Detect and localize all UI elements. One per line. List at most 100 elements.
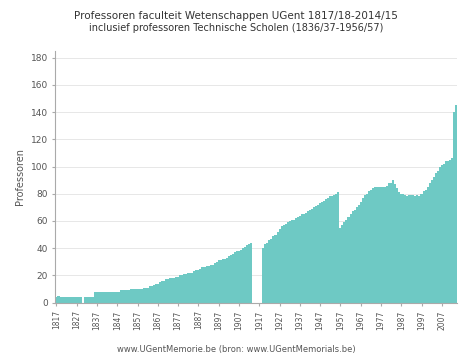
Bar xyxy=(408,195,410,303)
Bar xyxy=(376,187,378,303)
Bar xyxy=(289,221,291,303)
Bar xyxy=(283,225,285,303)
Bar xyxy=(447,161,449,303)
Bar xyxy=(321,202,323,303)
Bar xyxy=(449,160,451,303)
Bar xyxy=(275,234,277,303)
Bar xyxy=(238,251,240,303)
Bar xyxy=(145,288,147,303)
Bar xyxy=(220,260,222,303)
Bar xyxy=(122,290,125,303)
Bar xyxy=(398,192,400,303)
Bar xyxy=(143,288,145,303)
Bar xyxy=(453,112,455,303)
Bar xyxy=(354,210,355,303)
Bar xyxy=(309,210,311,303)
Bar xyxy=(55,297,58,303)
Bar xyxy=(171,278,173,303)
Bar xyxy=(337,192,339,303)
Bar xyxy=(429,183,430,303)
Bar xyxy=(214,263,216,303)
Bar xyxy=(118,292,120,303)
Bar xyxy=(135,289,136,303)
Bar xyxy=(293,220,295,303)
Bar xyxy=(155,284,157,303)
Bar xyxy=(197,270,200,303)
Bar xyxy=(435,173,437,303)
Bar xyxy=(208,266,210,303)
Bar xyxy=(270,239,272,303)
Bar xyxy=(114,292,116,303)
Bar xyxy=(195,270,197,303)
Bar xyxy=(264,244,266,303)
Bar xyxy=(355,208,358,303)
Bar xyxy=(352,211,354,303)
Bar xyxy=(104,292,106,303)
Bar xyxy=(165,280,167,303)
Bar xyxy=(341,225,344,303)
Bar xyxy=(307,211,309,303)
Bar xyxy=(374,187,376,303)
Bar xyxy=(437,171,439,303)
Bar xyxy=(366,194,368,303)
Bar xyxy=(346,220,347,303)
Bar xyxy=(110,292,112,303)
Bar xyxy=(88,297,90,303)
Bar xyxy=(222,259,224,303)
Bar xyxy=(205,266,208,303)
Bar xyxy=(315,206,317,303)
Bar xyxy=(177,277,179,303)
Bar xyxy=(445,161,447,303)
Bar xyxy=(94,292,96,303)
Bar xyxy=(203,267,205,303)
Text: www.UGentMemorie.be (bron: www.UGentMemorials.be): www.UGentMemorie.be (bron: www.UGentMemo… xyxy=(117,345,355,354)
Bar xyxy=(179,275,181,303)
Bar xyxy=(297,217,299,303)
Bar xyxy=(344,222,346,303)
Bar xyxy=(390,183,392,303)
Bar xyxy=(333,195,335,303)
Bar xyxy=(163,281,165,303)
Bar xyxy=(384,187,386,303)
Bar xyxy=(236,251,238,303)
Bar xyxy=(414,196,416,303)
Bar xyxy=(59,297,61,303)
Bar xyxy=(317,205,319,303)
Bar xyxy=(102,292,104,303)
Bar xyxy=(200,269,202,303)
Bar xyxy=(319,203,321,303)
Bar xyxy=(161,281,163,303)
Bar xyxy=(147,288,149,303)
Bar xyxy=(421,194,422,303)
Bar xyxy=(443,164,445,303)
Bar xyxy=(368,191,370,303)
Bar xyxy=(242,248,244,303)
Bar xyxy=(194,271,195,303)
Bar xyxy=(416,195,419,303)
Bar xyxy=(291,220,293,303)
Bar xyxy=(230,255,232,303)
Bar xyxy=(120,290,122,303)
Bar xyxy=(175,277,177,303)
Bar xyxy=(240,250,242,303)
Bar xyxy=(86,297,88,303)
Bar xyxy=(67,297,70,303)
Bar xyxy=(331,196,333,303)
Bar xyxy=(96,292,98,303)
Bar xyxy=(244,247,246,303)
Bar xyxy=(451,158,453,303)
Bar xyxy=(299,215,301,303)
Bar xyxy=(84,297,86,303)
Bar xyxy=(80,297,82,303)
Bar xyxy=(250,243,252,303)
Bar xyxy=(210,265,211,303)
Bar xyxy=(159,282,161,303)
Bar xyxy=(226,258,228,303)
Bar xyxy=(61,297,64,303)
Bar xyxy=(430,180,433,303)
Bar xyxy=(211,265,214,303)
Bar xyxy=(378,187,380,303)
Bar xyxy=(433,177,435,303)
Bar xyxy=(285,224,287,303)
Bar xyxy=(92,297,94,303)
